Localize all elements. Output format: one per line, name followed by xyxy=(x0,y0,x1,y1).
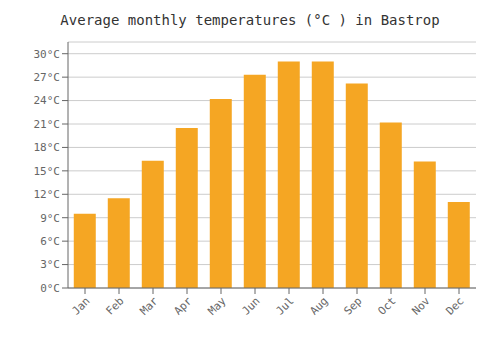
svg-text:15°C: 15°C xyxy=(34,165,61,178)
svg-text:0°C: 0°C xyxy=(40,282,60,295)
svg-text:30°C: 30°C xyxy=(34,48,61,61)
svg-text:Aug: Aug xyxy=(307,294,330,317)
svg-text:Nov: Nov xyxy=(409,294,433,318)
svg-text:May: May xyxy=(205,294,229,318)
svg-text:Apr: Apr xyxy=(171,294,195,318)
svg-text:Jul: Jul xyxy=(273,294,296,317)
svg-text:6°C: 6°C xyxy=(40,235,60,248)
svg-text:Oct: Oct xyxy=(375,294,398,317)
svg-text:18°C: 18°C xyxy=(34,141,61,154)
svg-text:Jan: Jan xyxy=(69,294,92,317)
svg-text:3°C: 3°C xyxy=(40,258,60,271)
svg-text:Sep: Sep xyxy=(341,294,364,317)
svg-text:Feb: Feb xyxy=(103,294,126,317)
svg-text:12°C: 12°C xyxy=(34,188,61,201)
svg-text:Jun: Jun xyxy=(239,294,262,317)
svg-text:Dec: Dec xyxy=(443,294,466,317)
html-text:Average monthly temperatures (: Average monthly temperatures (°C ) in Ba… xyxy=(60,12,440,28)
svg-text:27°C: 27°C xyxy=(34,71,61,84)
svg-text:Mar: Mar xyxy=(137,294,161,318)
svg-text:9°C: 9°C xyxy=(40,212,60,225)
svg-text:21°C: 21°C xyxy=(34,118,61,131)
svg-text:24°C: 24°C xyxy=(34,94,61,107)
